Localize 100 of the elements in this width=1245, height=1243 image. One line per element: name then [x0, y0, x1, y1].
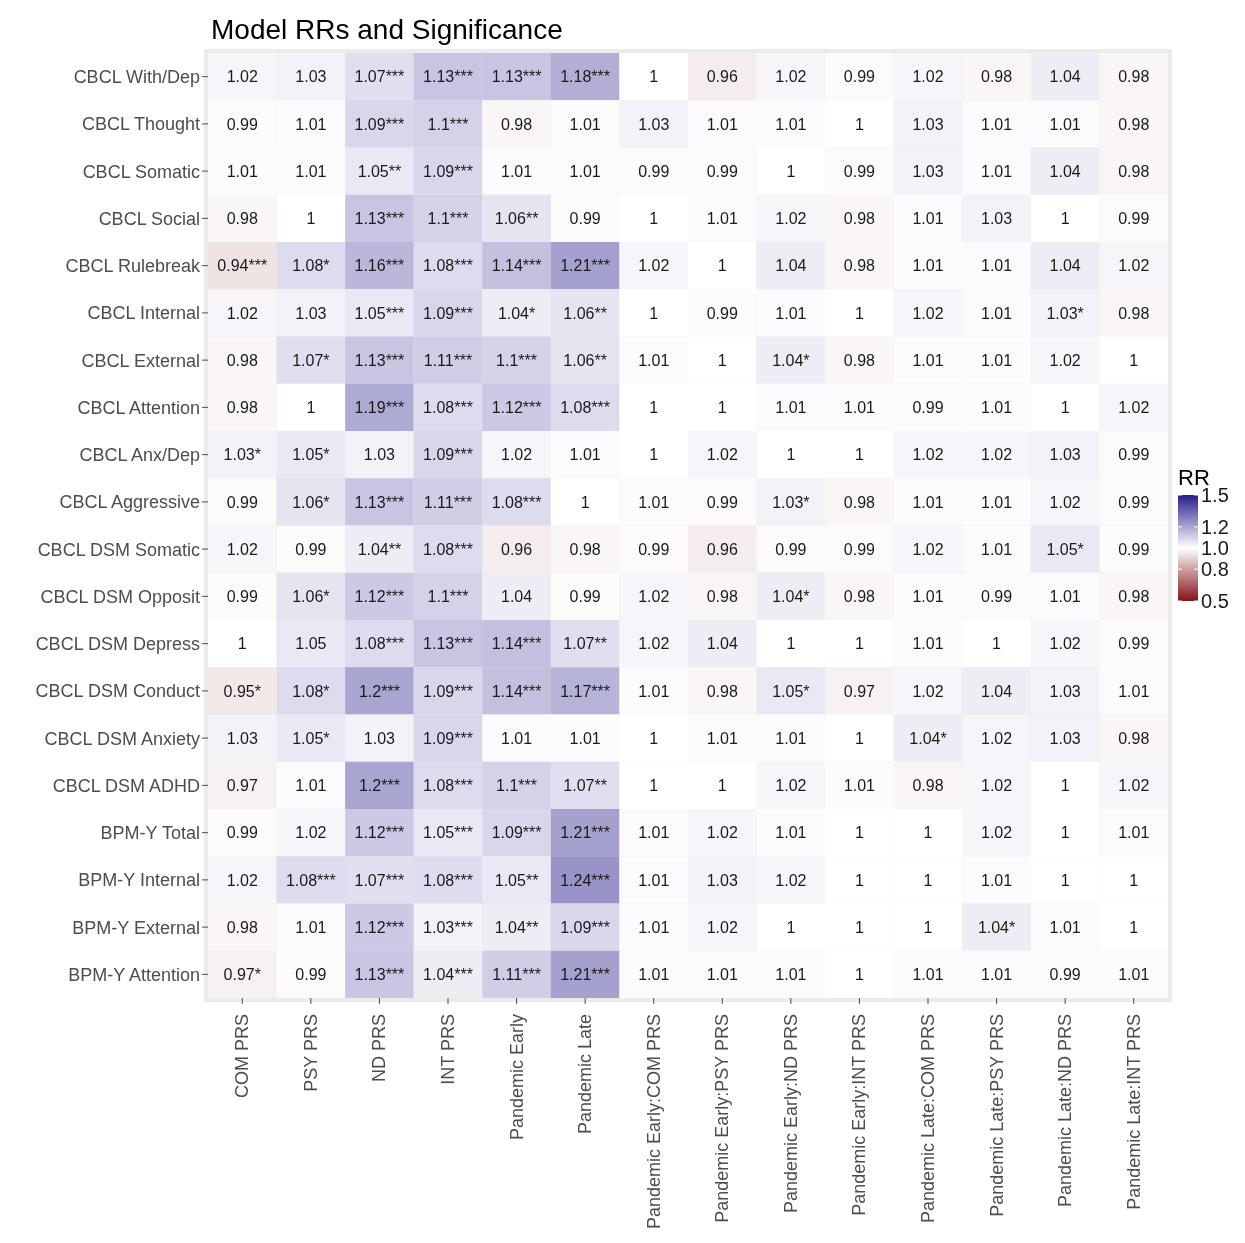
data-label: 1.11***: [423, 351, 473, 369]
data-label: 1.04: [775, 257, 807, 275]
data-label: 1.03: [363, 729, 396, 747]
data-label: 0.94***: [217, 257, 268, 275]
data-label: 1.12***: [354, 588, 405, 606]
data-label: 1.02: [706, 446, 738, 464]
data-label: 1: [649, 304, 659, 322]
data-label: 1.01: [981, 966, 1013, 984]
data-label: 1: [1060, 824, 1070, 842]
data-label: 1: [854, 871, 864, 889]
data-label: 1.01: [1118, 966, 1150, 984]
data-label: 1: [923, 824, 933, 842]
data-label: 0.98: [1118, 68, 1150, 86]
data-label: 1.01: [981, 493, 1013, 511]
data-label: 1: [717, 257, 727, 275]
data-label: 0.99: [1118, 446, 1150, 464]
data-label: 1.01: [295, 162, 327, 180]
data-label: 1.12***: [354, 918, 405, 936]
data-label: 1.02: [981, 824, 1013, 842]
data-label: 1.03*: [772, 493, 810, 511]
data-label: 1.09***: [560, 918, 611, 936]
data-label: 0.99: [706, 493, 738, 511]
data-label: 1: [649, 729, 659, 747]
y-tick-label: BPM-Y Attention: [68, 964, 200, 985]
data-label: 1.08***: [354, 635, 405, 653]
data-label: 1.13***: [354, 966, 405, 984]
data-label: 0.99: [775, 540, 807, 558]
data-label: 1.21***: [560, 824, 611, 842]
x-tick-label: Pandemic Early:PSY PRS: [712, 1014, 733, 1223]
data-label: 1.08***: [491, 493, 542, 511]
x-tick-label: ND PRS: [369, 1014, 390, 1083]
y-tick-label: CBCL DSM Conduct: [35, 681, 200, 702]
data-label: 1.06**: [563, 304, 607, 322]
data-label: 1.09***: [423, 162, 473, 180]
x-tick-label: Pandemic Late:PSY PRS: [986, 1014, 1007, 1217]
data-label: 1.04*: [977, 918, 1016, 936]
data-label: 1.13***: [491, 68, 542, 86]
data-label: 0.96: [501, 540, 533, 558]
y-tick-label: BPM-Y Internal: [78, 870, 200, 891]
data-label: 1.01: [295, 115, 327, 133]
data-label: 1.01: [775, 966, 807, 984]
data-label: 1.01: [912, 588, 944, 606]
data-label: 1.02: [638, 588, 670, 606]
data-label: 0.99: [638, 540, 670, 558]
data-label: 1.08***: [285, 871, 336, 889]
data-label: 1.14***: [491, 682, 542, 700]
data-label: 1.01: [569, 446, 601, 464]
data-label: 1: [649, 68, 659, 86]
data-label: 1: [1060, 210, 1070, 228]
data-label: 0.99: [226, 493, 258, 511]
data-label: 1.01: [981, 162, 1013, 180]
data-label: 0.99: [706, 162, 738, 180]
data-label: 1.01: [775, 304, 807, 322]
data-label: 1.03: [1049, 682, 1081, 700]
color-bar-label: 0.8: [1201, 558, 1229, 581]
x-tick-label: Pandemic Late:INT PRS: [1123, 1014, 1144, 1210]
data-label: 1.14***: [491, 257, 542, 275]
data-label: 1.01: [706, 115, 738, 133]
data-label: 0.98: [501, 115, 533, 133]
data-label: 1.08***: [423, 257, 473, 275]
data-label: 1: [786, 918, 796, 936]
data-label: 0.98: [981, 68, 1013, 86]
data-label: 1.01: [981, 399, 1013, 417]
data-label: 1.01: [1049, 588, 1081, 606]
data-label: 1.05*: [292, 729, 330, 747]
data-label: 1.01: [981, 871, 1013, 889]
data-label: 1.13***: [354, 351, 405, 369]
data-label: 0.99: [569, 210, 601, 228]
data-label: 0.99: [295, 966, 327, 984]
data-label: 1.03*: [223, 446, 261, 464]
data-label: 1.02: [981, 777, 1013, 795]
y-tick-label: CBCL DSM Depress: [35, 634, 200, 655]
data-label: 0.95*: [223, 682, 261, 700]
data-label: 1.01: [706, 966, 738, 984]
data-label: 1.01: [912, 966, 944, 984]
data-label: 0.98: [843, 588, 876, 606]
data-label: 1.03: [912, 115, 944, 133]
data-label: 1.08***: [560, 399, 611, 417]
data-label: 0.99: [843, 162, 876, 180]
data-label: 1.24***: [560, 871, 611, 889]
data-label: 0.98: [1118, 162, 1150, 180]
data-label: 1.07***: [354, 68, 405, 86]
data-label: 1.05***: [354, 304, 405, 322]
data-label: 1.03: [912, 162, 944, 180]
data-label: 0.98: [843, 210, 876, 228]
x-tick-label: PSY PRS: [300, 1014, 321, 1092]
data-label: 1: [786, 635, 796, 653]
data-label: 1: [854, 635, 864, 653]
data-label: 0.98: [1118, 588, 1150, 606]
data-label: 1.01: [638, 351, 670, 369]
data-label: 0.98: [843, 257, 876, 275]
data-label: 1.03: [1049, 729, 1081, 747]
data-label: 1.05*: [1046, 540, 1084, 558]
data-label: 1.13***: [354, 493, 405, 511]
data-label: 1.01: [1049, 918, 1081, 936]
data-label: 0.98: [843, 351, 876, 369]
data-label: 1.01: [569, 729, 601, 747]
data-label: 1.02: [912, 540, 944, 558]
data-label: 1.21***: [560, 257, 611, 275]
data-label: 0.99: [569, 588, 601, 606]
